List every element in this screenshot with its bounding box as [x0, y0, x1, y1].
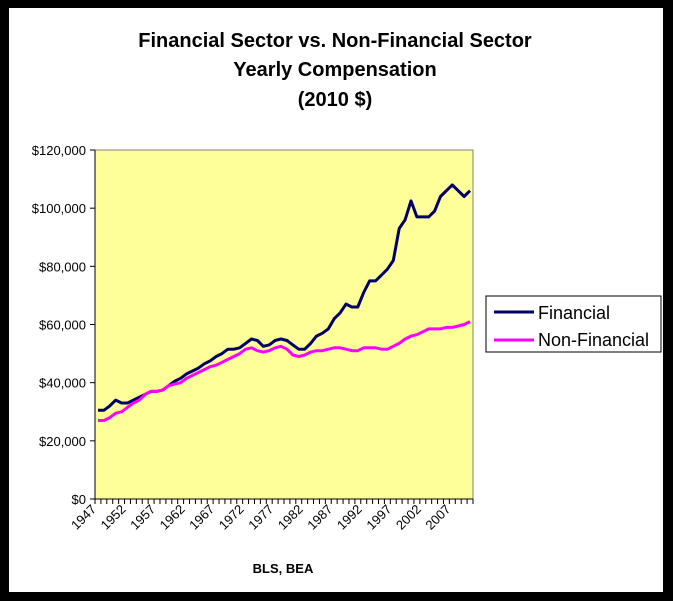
chart-title-line-2: Yearly Compensation	[233, 59, 436, 81]
y-tick-label: $120,000	[32, 143, 86, 158]
chart-title-line-3: (2010 $)	[298, 89, 373, 111]
y-tick-label: $80,000	[39, 259, 86, 274]
y-tick-label: $100,000	[32, 201, 86, 216]
y-tick-label: $0	[72, 492, 86, 507]
plot-area	[94, 149, 474, 500]
legend-label-financial: Financial	[538, 303, 610, 323]
legend: Financial Non-Financial	[485, 295, 662, 353]
y-tick-label: $40,000	[39, 376, 86, 391]
y-tick-label: $20,000	[39, 434, 86, 449]
legend-box	[485, 295, 662, 353]
series-line-non-financial	[98, 320, 471, 422]
legend-label-non-financial: Non-Financial	[538, 330, 649, 350]
chart-title-line-1: Financial Sector vs. Non-Financial Secto…	[138, 30, 532, 52]
x-axis-label: BLS, BEA	[253, 561, 314, 576]
y-tick-label: $60,000	[39, 318, 86, 333]
